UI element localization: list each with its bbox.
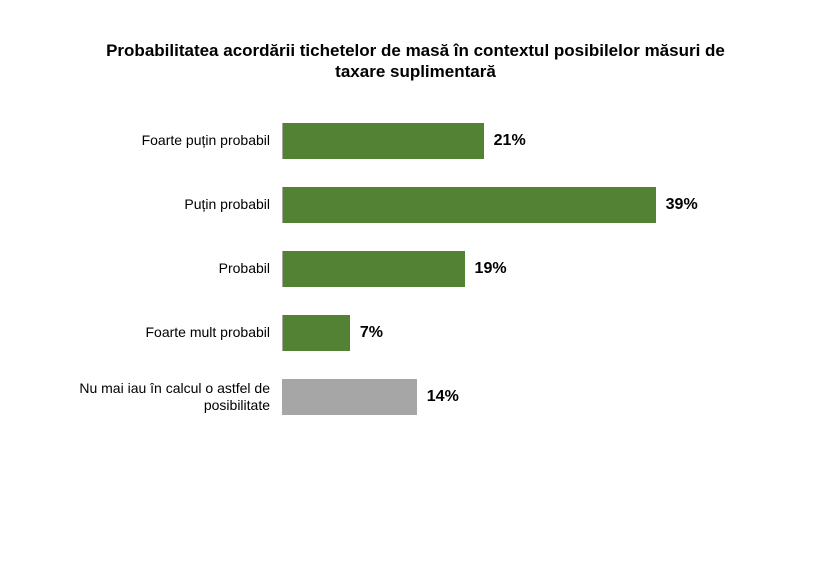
- category-label: Nu mai iau în calcul o astfel de posibil…: [60, 380, 282, 414]
- value-label: 39%: [656, 187, 698, 223]
- category-label: Probabil: [60, 260, 282, 277]
- bar: [283, 379, 417, 415]
- bar-track: 21%: [282, 123, 713, 159]
- bar-track: 19%: [282, 251, 713, 287]
- category-label: Foarte puțin probabil: [60, 132, 282, 149]
- value-label: 19%: [465, 251, 507, 287]
- chart-plot-area: Foarte puțin probabil 21% Puțin probabil…: [60, 123, 771, 415]
- bar-row: Puțin probabil 39%: [60, 187, 771, 223]
- bar-row: Foarte puțin probabil 21%: [60, 123, 771, 159]
- bar-track: 14%: [282, 379, 713, 415]
- value-label: 14%: [417, 379, 459, 415]
- bar: [283, 187, 656, 223]
- category-label: Foarte mult probabil: [60, 324, 282, 341]
- bar-row: Nu mai iau în calcul o astfel de posibil…: [60, 379, 771, 415]
- chart-title: Probabilitatea acordării tichetelor de m…: [100, 40, 731, 83]
- category-label: Puțin probabil: [60, 196, 282, 213]
- value-label: 7%: [350, 315, 383, 351]
- bar-row: Foarte mult probabil 7%: [60, 315, 771, 351]
- bar-track: 7%: [282, 315, 713, 351]
- bar: [283, 251, 465, 287]
- value-label: 21%: [484, 123, 526, 159]
- bar-track: 39%: [282, 187, 713, 223]
- chart-container: Probabilitatea acordării tichetelor de m…: [0, 0, 831, 572]
- bar: [283, 315, 350, 351]
- bar: [283, 123, 484, 159]
- bar-row: Probabil 19%: [60, 251, 771, 287]
